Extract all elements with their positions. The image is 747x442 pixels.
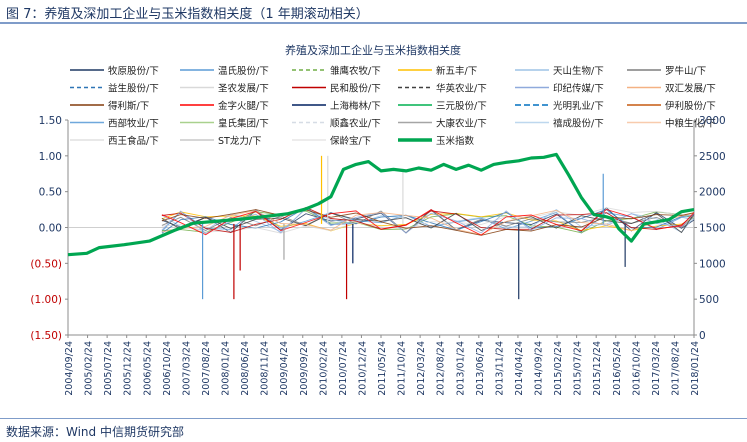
legend-label: 益生股份/下: [108, 83, 159, 95]
y-left-tick-label: (0.50): [30, 258, 62, 270]
chart-axes: 1.50 1.00 0.50 0.00 (0.50) (1.00) (1.50) 3000 25…: [30, 115, 725, 396]
legend-label: 大康农业/下: [436, 118, 487, 130]
y-right-tick-label: 3000: [699, 115, 726, 127]
x-tick-label: 2008/01/24: [221, 341, 232, 396]
correlation-series-line: [161, 209, 695, 236]
legend-label: 新五丰/下: [436, 65, 477, 77]
x-tick-label: 2007/03/24: [181, 341, 192, 396]
correlation-chart: 养殖及深加工企业与玉米指数相关度 牧原股份/下 温氏股份/下 雏鹰农牧/下 新五丰/下…: [30, 43, 725, 396]
legend-label: 中粮生化/下: [665, 118, 716, 130]
y-right-tick-label: 1500: [699, 223, 726, 235]
legend-label: 民和股份/下: [330, 83, 381, 95]
x-tick-label: 2004/09/24: [64, 341, 75, 396]
x-tick-label: 2016/10/24: [631, 341, 642, 396]
legend-label: 三元股份/下: [436, 100, 487, 112]
figure-source: 数据来源：Wind 中信期货研究部: [6, 425, 184, 439]
x-tick-label: 2005/02/24: [84, 341, 95, 396]
legend-label: 西王食品/下: [108, 135, 159, 147]
y-left-tick-label: 1.50: [39, 115, 62, 127]
y-left-tick-label: 0.00: [39, 223, 62, 235]
correlation-series-line: [161, 209, 695, 234]
legend-label: 西部牧业/下: [108, 118, 159, 130]
plot-area: [67, 152, 695, 300]
legend-label: 玉米指数: [436, 135, 475, 147]
legend-label: 上海梅林/下: [330, 100, 381, 112]
figure-caption: 图 7：养殖及深加工企业与玉米指数相关度（1 年期滚动相关）: [6, 7, 369, 22]
corn-index-line: [67, 152, 695, 257]
correlation-series-line: [161, 208, 695, 236]
x-tick-label: 2014/04/24: [514, 341, 525, 396]
correlation-series-line: [161, 209, 695, 236]
legend-label: 华英农业/下: [436, 83, 487, 95]
chart-legend: 牧原股份/下 温氏股份/下 雏鹰农牧/下 新五丰/下 天山生物/下 罗牛山/下益生股份/下…: [70, 65, 716, 147]
x-tick-label: 2013/06/24: [475, 341, 486, 396]
x-tick-label: 2005/12/24: [123, 341, 134, 396]
legend-label: 伊利股份/下: [665, 100, 716, 112]
x-tick-label: 2011/10/24: [397, 341, 408, 396]
x-tick-label: 2015/12/24: [592, 341, 603, 396]
x-tick-label: 2008/06/24: [240, 341, 251, 396]
y-right-tick-label: 500: [699, 294, 719, 306]
x-tick-label: 2007/08/24: [201, 341, 212, 396]
y-left-tick-label: (1.50): [30, 330, 62, 342]
x-tick-label: 2008/11/24: [260, 341, 271, 396]
x-tick-label: 2006/05/24: [142, 341, 153, 396]
legend-label: 印纪传媒/下: [553, 83, 604, 95]
legend-label: 顺鑫农业/下: [330, 118, 381, 130]
legend-label: 皇氏集团/下: [218, 118, 269, 130]
y-left-tick-label: 0.50: [39, 187, 62, 199]
x-tick-label: 2013/01/24: [455, 341, 466, 396]
y-right-tick-label: 2500: [699, 151, 726, 163]
legend-label: 天山生物/下: [553, 65, 604, 77]
bottom-rule: [0, 418, 747, 419]
legend-label: 金字火腿/下: [218, 100, 269, 112]
legend-label: 保龄宝/下: [330, 135, 371, 147]
y-right-tick-label: 1000: [699, 258, 726, 270]
x-tick-label: 2015/07/24: [573, 341, 584, 396]
y-left-tick-label: (1.00): [30, 294, 62, 306]
x-tick-label: 2017/03/24: [651, 341, 662, 396]
legend-label: 禧成股份/下: [553, 118, 604, 130]
y-left-tick-label: 1.00: [39, 151, 62, 163]
x-tick-label: 2009/04/24: [279, 341, 290, 396]
correlation-series-line: [161, 211, 695, 232]
x-tick-label: 2011/05/24: [377, 341, 388, 396]
legend-label: 得利斯/下: [108, 100, 149, 112]
x-tick-label: 2006/10/24: [162, 341, 173, 396]
y-right-tick-label: 2000: [699, 187, 726, 199]
legend-label: 双汇发展/下: [665, 83, 716, 95]
legend-label: 牧原股份/下: [108, 65, 159, 77]
x-tick-label: 2012/03/24: [416, 341, 427, 396]
chart-title: 养殖及深加工企业与玉米指数相关度: [285, 43, 461, 57]
legend-label: 罗牛山/下: [665, 65, 706, 77]
x-tick-label: 2010/07/24: [338, 341, 349, 396]
legend-label: 圣农发展/下: [218, 83, 269, 95]
x-tick-label: 2005/07/24: [103, 341, 114, 396]
y-right-tick-label: 0: [699, 330, 706, 342]
x-tick-label: 2018/01/24: [690, 341, 701, 396]
x-tick-label: 2014/09/24: [534, 341, 545, 396]
legend-label: 光明乳业/下: [553, 100, 604, 112]
x-tick-label: 2009/09/24: [299, 341, 310, 396]
legend-label: 温氏股份/下: [218, 65, 269, 77]
correlation-series-line: [161, 207, 695, 234]
x-tick-label: 2010/02/24: [318, 341, 329, 396]
legend-label: ST龙力/下: [218, 135, 262, 147]
top-rule: [0, 22, 747, 24]
x-tick-label: 2013/11/24: [494, 341, 505, 396]
x-tick-label: 2010/12/24: [357, 341, 368, 396]
legend-label: 雏鹰农牧/下: [330, 65, 381, 77]
x-tick-label: 2017/08/24: [670, 341, 681, 396]
x-tick-label: 2012/08/24: [436, 341, 447, 396]
x-tick-label: 2015/02/24: [553, 341, 564, 396]
x-tick-label: 2016/05/24: [612, 341, 623, 396]
